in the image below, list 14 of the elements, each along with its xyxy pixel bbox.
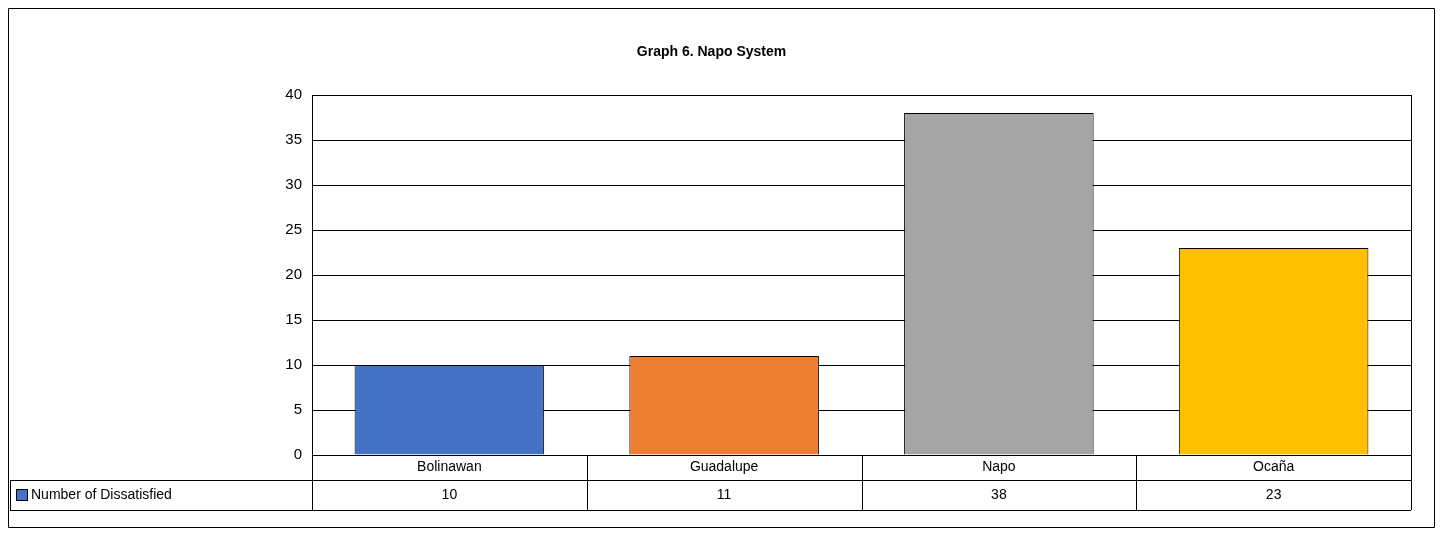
x-tick-label: Ocaña — [1253, 458, 1295, 475]
y-tick-label: 10 — [285, 355, 302, 373]
x-tick-label: Bolinawan — [417, 458, 482, 475]
y-tick-label: 40 — [285, 85, 302, 103]
y-tick-label: 0 — [293, 445, 302, 463]
y-tick-label: 20 — [285, 265, 302, 283]
y-tick-label: 15 — [285, 310, 302, 328]
x-tick-label: Napo — [982, 458, 1016, 475]
y-tick-label: 30 — [285, 175, 302, 193]
y-tick-label: 35 — [285, 130, 302, 148]
y-tick-label: 5 — [293, 400, 302, 418]
chart-title: Graph 6. Napo System — [636, 42, 787, 59]
x-tick-label: Guadalupe — [689, 458, 759, 475]
y-tick-label: 25 — [285, 220, 302, 238]
